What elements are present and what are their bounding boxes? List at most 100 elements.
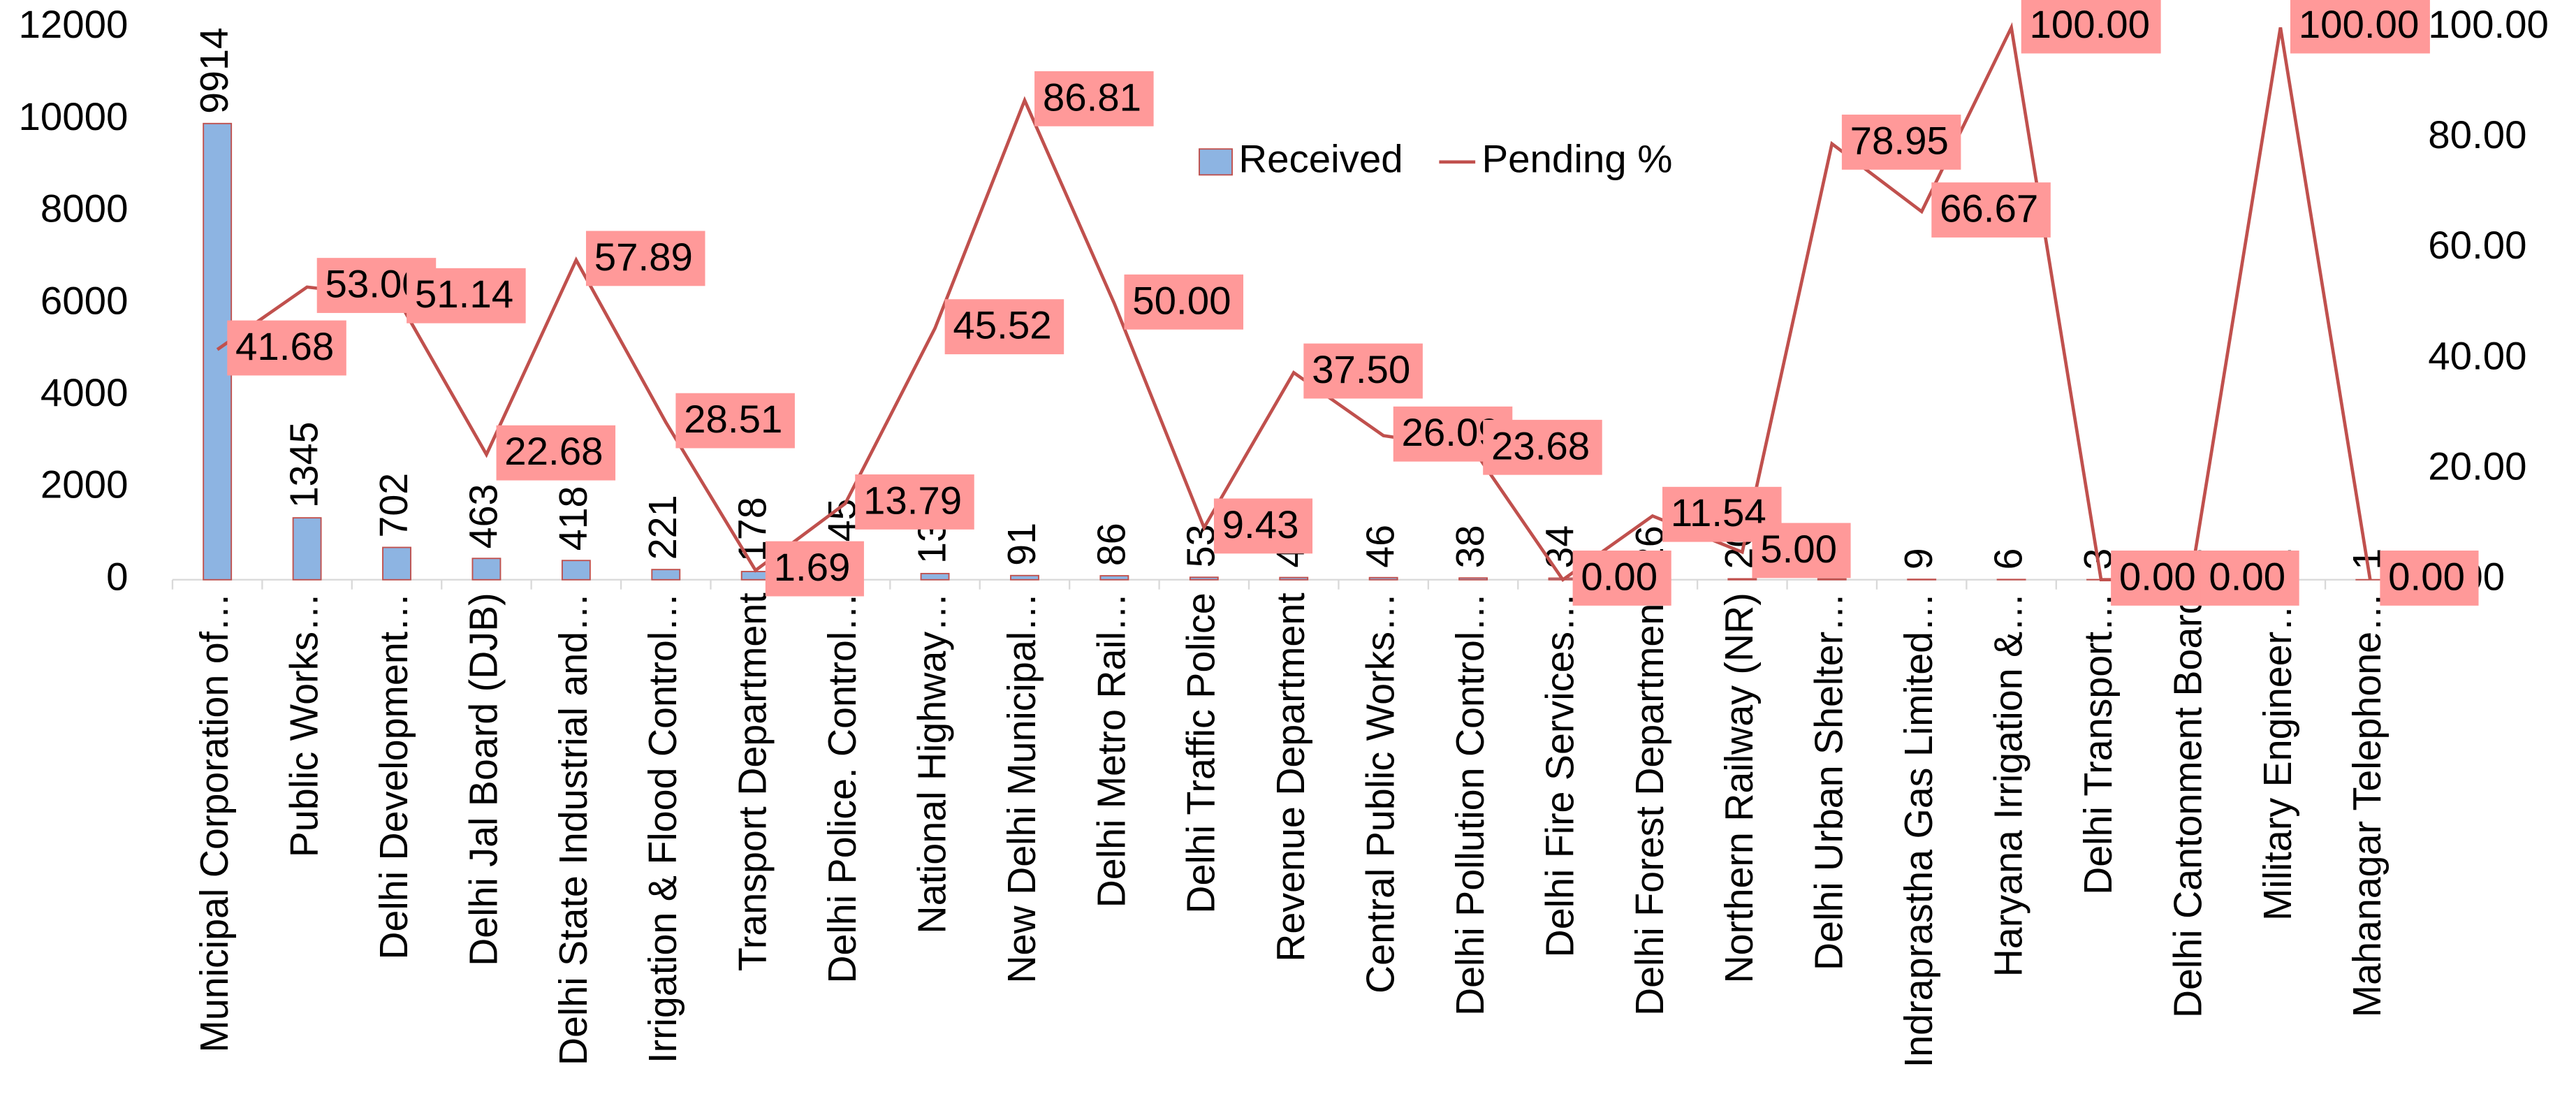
value-label-box [855,474,974,530]
bar [1099,575,1129,581]
bar-value-label: 86 [1089,523,1133,566]
y2-tick-label: 100.00 [2428,2,2549,46]
line-value-label: 0.00 [2209,555,2285,599]
x-tick-label: Delhi Traffic Police [1178,592,1222,913]
legend-label: Received [1238,137,1403,181]
line-value-label: 5.00 [1760,527,1837,571]
bar [471,558,502,581]
line-value-label: 13.79 [863,479,962,523]
bar [1368,576,1398,581]
value-label-box [227,320,346,376]
value-label-box [1752,523,1851,579]
x-tick-label: New Delhi Municipal… [999,592,1043,983]
bar [1458,577,1488,581]
legend-swatch [1199,148,1233,176]
value-label-box [1483,419,1602,475]
x-tick-label: Irrigation & Flood Control… [641,592,685,1063]
y-tick-label: 12000 [19,2,129,46]
line-value-label: 9.43 [1222,502,1299,546]
line-value-label: 78.95 [1850,119,1949,163]
line-value-label: 23.68 [1491,424,1590,468]
line-value-label: 41.68 [235,324,334,368]
bar-value-label: 221 [641,495,685,560]
value-label-box [585,231,705,286]
line-value-label: 22.68 [504,430,603,474]
value-label-box [1841,115,1961,170]
y2-tick-label: 40.00 [2428,334,2526,378]
value-label-box [1213,498,1313,554]
line-value-label: 11.54 [1671,491,1766,535]
y2-tick-label: 60.00 [2428,224,2526,268]
x-tick-label: Military Engineer… [2255,592,2299,921]
x-tick-label: Revenue Department [1268,592,1312,962]
line-value-label: 0.00 [1581,555,1657,599]
value-label-box [2380,551,2479,606]
x-tick-label: Mahanagar Telephone… [2345,592,2389,1017]
bar [1189,576,1219,581]
line-value-label: 45.52 [953,303,1051,347]
bar [382,546,411,581]
x-tick-label: Haryana Irrigation &… [1986,592,2030,977]
bar [1010,574,1039,581]
line-value-label: 57.89 [594,235,693,279]
value-label-box [407,268,526,323]
bar [561,560,591,581]
bar [1907,579,1937,581]
value-label-box [675,393,795,449]
bar [203,122,233,581]
value-label-box [1572,551,1671,606]
bar-value-label: 9 [1896,548,1940,569]
value-label-box [496,425,616,481]
bar-value-label: 1345 [281,422,325,509]
bar-value-label: 38 [1448,525,1492,568]
x-tick-label: Delhi Pollution Control… [1448,592,1492,1016]
value-label-box [2021,0,2161,54]
x-tick-label: Indraprastha Gas Limited… [1896,592,1940,1068]
x-tick-label: Delhi Urban Shelter… [1806,592,1850,970]
x-tick-label: Central Public Works… [1358,592,1402,994]
bar-value-label: 46 [1358,525,1402,568]
value-label-box [2290,0,2430,54]
line-value-label: 37.50 [1312,347,1410,391]
x-tick-label: National Highway… [909,592,953,933]
y2-tick-label: 20.00 [2428,444,2526,488]
x-tick-label: Transport Department [730,592,774,971]
x-tick-label: Municipal Corporation of… [192,592,236,1052]
line-value-label: 28.51 [684,397,782,441]
x-tick-label: Public Works… [281,592,325,857]
line [216,22,2372,583]
line-value-label: 1.69 [774,545,851,589]
y-tick-label: 6000 [41,279,129,323]
x-tick-label: Delhi State Industrial and… [550,592,594,1065]
value-label-box [1303,343,1423,399]
bar [920,572,950,581]
bar [651,569,681,581]
x-tick-label: Delhi Forest Department [1627,592,1671,1016]
y2-tick-label: 80.00 [2428,113,2526,157]
bar-value-label: 418 [550,486,594,551]
bar [1279,576,1309,581]
legend-label: Pending % [1482,137,1673,181]
x-tick-label: Delhi Fire Services… [1537,592,1581,957]
bar [740,571,770,581]
line-value-label: 100.00 [2029,2,2150,46]
x-tick-label: Delhi Police. Control… [820,592,864,983]
value-label-box [1034,71,1154,126]
value-label-box [1124,274,1244,330]
value-label-box [2200,551,2299,606]
line-value-label: 100.00 [2299,2,2420,46]
bar-value-label: 91 [999,523,1043,566]
line-value-label: 0.00 [2388,555,2465,599]
bar-value-label: 463 [461,484,505,549]
x-tick-label: Delhi Metro Rail… [1089,592,1133,908]
y-tick-label: 4000 [41,370,129,414]
x-tick-label: Delhi Development… [372,592,416,959]
x-tick-label: Delhi Jal Board (DJB) [461,592,505,966]
value-label-box [765,541,864,597]
line-value-label: 86.81 [1043,75,1141,119]
x-tick-label: Delhi Cantonment Board [2165,592,2209,1018]
line-value-label: 50.00 [1132,279,1231,323]
bar-value-label: 9914 [192,27,236,114]
